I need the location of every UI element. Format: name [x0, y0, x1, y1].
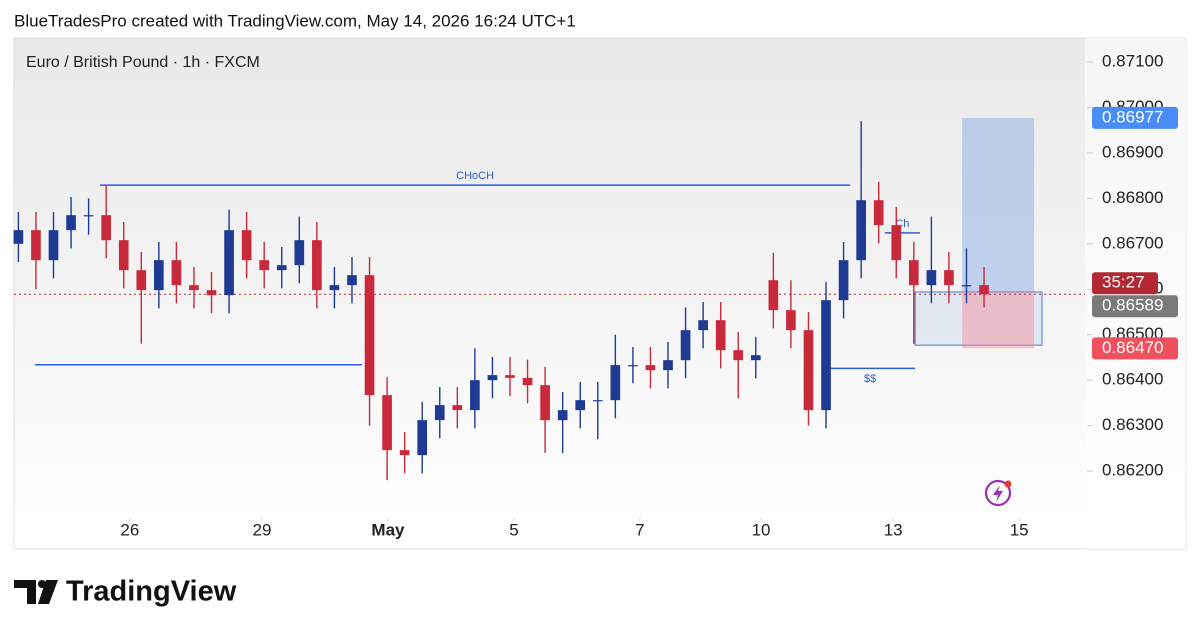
credit: BlueTradesPro created with TradingView.c… [14, 11, 576, 30]
candle-body [171, 260, 182, 286]
candle-body [487, 375, 498, 381]
candle-body [733, 350, 744, 361]
candle-body [698, 320, 708, 331]
candle-body [680, 330, 691, 361]
candle-body [136, 270, 147, 291]
candle-body [750, 355, 761, 361]
candle-body [364, 275, 375, 396]
candle-body [118, 240, 129, 271]
candle-body [470, 380, 480, 411]
candle-body [944, 270, 954, 286]
candle-body [347, 275, 357, 286]
y-tick-label: 0.87100 [1102, 52, 1163, 71]
last-price-label: 0.86589 [1102, 296, 1163, 315]
price-label: 0.86977 [1102, 107, 1163, 126]
brand: TradingView [66, 576, 237, 608]
candle-body [961, 285, 972, 287]
candle-body [803, 330, 814, 411]
candle-body [663, 360, 673, 371]
candle-body [786, 310, 796, 331]
countdown: 35:27 [1102, 273, 1145, 292]
candle-body [189, 285, 199, 291]
candle-body [259, 260, 270, 271]
countdown-box [1092, 272, 1158, 295]
y-tick-label: 0.86700 [1102, 233, 1163, 252]
candle-body [434, 405, 445, 421]
level-label: $$ [864, 373, 876, 385]
candle-body [241, 230, 252, 261]
price-label: 0.86470 [1102, 338, 1163, 357]
candle-body [224, 230, 234, 296]
price-label-box [1092, 106, 1178, 129]
candle-body [154, 260, 164, 291]
y-tick-label: 0.86900 [1102, 142, 1163, 161]
zone-box [914, 291, 1043, 346]
x-tick-label: 15 [1010, 520, 1029, 539]
y-tick-label: 0.86200 [1102, 461, 1163, 480]
candle-body [715, 320, 726, 351]
candle-body [83, 215, 94, 217]
candle-body [48, 230, 59, 261]
candle-body [399, 450, 410, 456]
x-tick-label: 29 [253, 520, 272, 539]
candle-body [417, 420, 428, 456]
alert-icon [984, 479, 1012, 507]
level-label: CHoCH [456, 170, 494, 182]
target-box [962, 117, 1035, 292]
candle-body [101, 215, 112, 241]
candle-body [628, 365, 638, 367]
candle-body [540, 385, 550, 421]
candle-body [294, 240, 305, 266]
logo [14, 580, 58, 604]
candle-body [926, 270, 937, 286]
candle-body [821, 300, 831, 411]
candle-body [557, 410, 568, 421]
price-label-box [1092, 337, 1178, 360]
candle-body [873, 200, 884, 226]
x-tick-label: 13 [884, 520, 903, 539]
candle-body [856, 200, 866, 261]
plot: 0.862000.863000.864000.865000.866000.867… [13, 52, 1178, 539]
candle-body [66, 215, 76, 231]
candle-body [575, 400, 586, 411]
candle-body [768, 280, 779, 311]
candle-body [312, 240, 322, 291]
candle-body [452, 405, 463, 411]
symbol-title: Euro / British Pound · 1h · FXCM [26, 54, 260, 71]
candle-body [979, 285, 989, 295]
candle-body [13, 230, 24, 244]
y-tick-label: 0.86400 [1102, 370, 1163, 389]
candle-body [891, 225, 902, 261]
candle-body [329, 285, 340, 291]
candle-body [31, 230, 41, 261]
candle-body [592, 400, 603, 402]
x-tick-label: May [371, 520, 405, 539]
candle-body [522, 377, 533, 386]
last-price-box [1092, 295, 1178, 318]
candle-body [382, 395, 392, 451]
candle-body [908, 260, 919, 286]
candle-body [276, 265, 287, 271]
y-tick-label: 0.86300 [1102, 415, 1163, 434]
candle-body [838, 260, 849, 301]
stop-box [962, 291, 1035, 349]
x-tick-label: 10 [752, 520, 771, 539]
x-tick-label: 5 [509, 520, 518, 539]
x-tick-label: 26 [120, 520, 139, 539]
candle-body [505, 375, 515, 378]
candle-body [206, 290, 217, 296]
candle-body [645, 365, 656, 371]
candle-body [610, 365, 621, 401]
x-tick-label: 7 [635, 520, 644, 539]
y-tick-label: 0.86800 [1102, 188, 1163, 207]
